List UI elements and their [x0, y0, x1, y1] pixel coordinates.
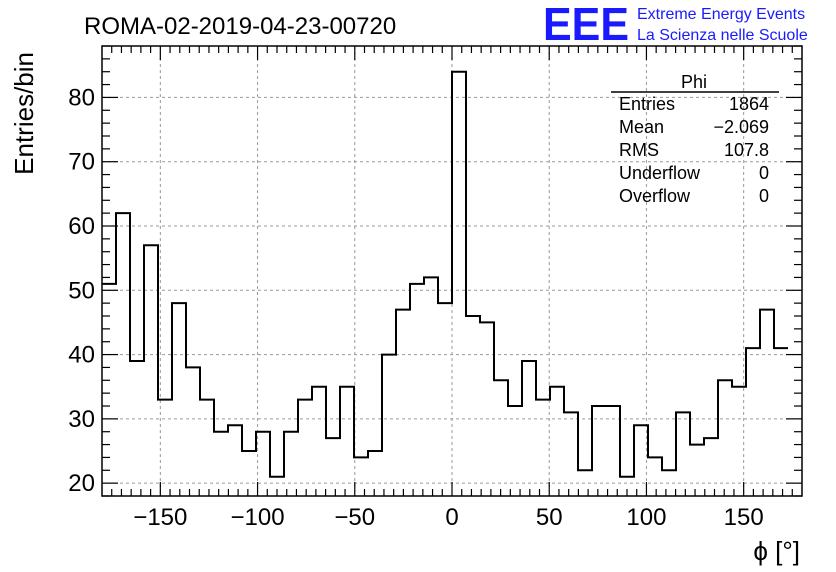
stats-row-label: Mean — [619, 117, 664, 137]
stats-rows: Entries 1864 Mean −2.069 RMS 107.8 Underflow 0 O… — [619, 94, 769, 206]
stats-row-label: Overflow — [619, 186, 691, 206]
axis-ticks — [102, 45, 802, 497]
stats-row-label: Entries — [619, 94, 675, 114]
x-tick-label: 0 — [445, 504, 458, 531]
y-tick-label: 50 — [68, 277, 95, 304]
histogram-line — [102, 70, 788, 478]
x-tick-label: −100 — [231, 504, 285, 531]
logo-line-2: La Scienza nelle Scuole — [637, 27, 808, 44]
stats-title: Phi — [681, 72, 707, 92]
x-tick-labels: −150 −100 −50 0 50 100 150 — [133, 504, 763, 531]
stats-box: Phi Entries 1864 Mean −2.069 RMS 107.8 Underfl… — [611, 72, 779, 206]
stats-row-value: 0 — [759, 163, 769, 183]
y-tick-label: 20 — [68, 470, 95, 497]
y-tick-label: 30 — [68, 406, 95, 433]
x-tick-label: 50 — [536, 504, 563, 531]
x-tick-label: 150 — [724, 504, 764, 531]
logo-mark: EEE — [543, 0, 629, 50]
stats-row-value: 107.8 — [724, 140, 769, 160]
x-tick-label: −150 — [133, 504, 187, 531]
y-tick-labels: 20 30 40 50 60 70 80 — [68, 84, 95, 497]
x-tick-label: −50 — [334, 504, 375, 531]
stats-row-value: −2.069 — [713, 117, 769, 137]
y-tick-label: 40 — [68, 342, 95, 369]
y-axis-label: Entries/bin — [9, 52, 39, 175]
y-tick-label: 70 — [68, 149, 95, 176]
logo-line-1: Extreme Energy Events — [637, 6, 805, 23]
eee-logo: EEE Extreme Energy Events La Scienza nel… — [543, 0, 808, 50]
stats-row-label: RMS — [619, 140, 659, 160]
stats-row-label: Underflow — [619, 163, 701, 183]
x-axis-label: ϕ [°] — [753, 536, 800, 566]
chart-title: ROMA-02-2019-04-23-00720 — [84, 13, 396, 40]
stats-row-value: 1864 — [729, 94, 769, 114]
stats-row-value: 0 — [759, 186, 769, 206]
y-tick-label: 80 — [68, 84, 95, 111]
x-tick-label: 100 — [626, 504, 666, 531]
y-tick-label: 60 — [68, 213, 95, 240]
